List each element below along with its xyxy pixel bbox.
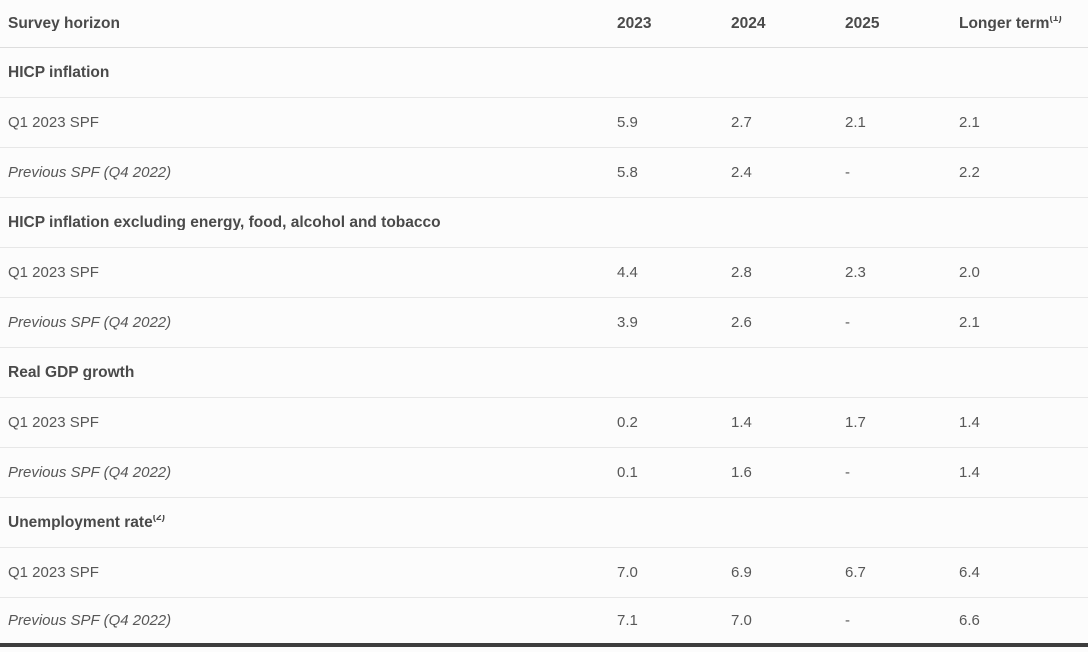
value-2025: 2.1 (845, 115, 866, 130)
value-longer-term: 6.6 (959, 613, 980, 628)
value-2023: 4.4 (617, 265, 638, 280)
section-title: HICP inflation (0, 65, 1088, 81)
table-row: Q1 2023 SPF 7.0 6.9 6.7 6.4 (0, 548, 1088, 598)
table-row: Previous SPF (Q4 2022) 7.1 7.0 - 6.6 (0, 598, 1088, 643)
column-header-longer-term: Longer term(1) (951, 16, 1088, 32)
section-title: Real GDP growth (0, 365, 1088, 381)
row-label: Previous SPF (Q4 2022) (8, 315, 172, 330)
table-header-row: Survey horizon 2023 2024 2025 Longer ter… (0, 0, 1088, 48)
section-row-hicp-inflation: HICP inflation (0, 48, 1088, 98)
section-row-unemployment-rate: Unemployment rate(2) (0, 498, 1088, 548)
value-2023: 3.9 (617, 315, 638, 330)
value-longer-term: 1.4 (959, 415, 980, 430)
value-2024: 2.7 (731, 115, 752, 130)
value-2025: 6.7 (845, 565, 866, 580)
value-2023: 7.0 (617, 565, 638, 580)
table-row: Q1 2023 SPF 0.2 1.4 1.7 1.4 (0, 398, 1088, 448)
column-header-2025: 2025 (845, 15, 880, 32)
value-2024: 7.0 (731, 613, 752, 628)
row-label: Previous SPF (Q4 2022) (8, 465, 172, 480)
section-footnote-marker: (2) (152, 514, 165, 523)
column-header-2024: 2024 (731, 15, 766, 32)
column-header-2023: 2023 (617, 15, 652, 32)
value-longer-term: 2.1 (959, 115, 980, 130)
row-label: Previous SPF (Q4 2022) (8, 613, 172, 628)
table-row: Q1 2023 SPF 4.4 2.8 2.3 2.0 (0, 248, 1088, 298)
value-2023: 5.8 (617, 165, 638, 180)
value-longer-term: 6.4 (959, 565, 980, 580)
row-label: Q1 2023 SPF (8, 565, 99, 580)
value-longer-term: 2.0 (959, 265, 980, 280)
longer-term-label: Longer term (959, 15, 1050, 32)
section-title-text: Real GDP growth (8, 364, 135, 381)
column-header-survey-horizon: Survey horizon (8, 15, 120, 32)
row-label: Q1 2023 SPF (8, 415, 99, 430)
value-2023: 7.1 (617, 613, 638, 628)
table-row: Previous SPF (Q4 2022) 5.8 2.4 - 2.2 (0, 148, 1088, 198)
value-2023: 5.9 (617, 115, 638, 130)
row-label: Q1 2023 SPF (8, 115, 99, 130)
longer-term-footnote-marker: (1) (1049, 15, 1062, 24)
value-2023: 0.1 (617, 465, 638, 480)
value-2025: - (845, 165, 850, 180)
value-2025: - (845, 315, 850, 330)
table-row: Previous SPF (Q4 2022) 0.1 1.6 - 1.4 (0, 448, 1088, 498)
value-longer-term: 2.2 (959, 165, 980, 180)
row-label: Q1 2023 SPF (8, 265, 99, 280)
section-title: Unemployment rate(2) (0, 515, 1088, 531)
section-title-text: HICP inflation excluding energy, food, a… (8, 214, 441, 231)
value-2024: 2.6 (731, 315, 752, 330)
section-title-text: Unemployment rate (8, 514, 153, 531)
bottom-edge-bar (0, 643, 1088, 647)
value-longer-term: 1.4 (959, 465, 980, 480)
section-title: HICP inflation excluding energy, food, a… (0, 215, 1088, 231)
table-row: Q1 2023 SPF 5.9 2.7 2.1 2.1 (0, 98, 1088, 148)
value-2025: 1.7 (845, 415, 866, 430)
section-row-hicp-inflation-excluding: HICP inflation excluding energy, food, a… (0, 198, 1088, 248)
table-row: Previous SPF (Q4 2022) 3.9 2.6 - 2.1 (0, 298, 1088, 348)
value-2024: 1.6 (731, 465, 752, 480)
value-2025: - (845, 465, 850, 480)
value-2024: 2.4 (731, 165, 752, 180)
value-2025: - (845, 613, 850, 628)
value-2023: 0.2 (617, 415, 638, 430)
value-2025: 2.3 (845, 265, 866, 280)
value-2024: 6.9 (731, 565, 752, 580)
section-row-real-gdp-growth: Real GDP growth (0, 348, 1088, 398)
section-title-text: HICP inflation (8, 64, 110, 81)
row-label: Previous SPF (Q4 2022) (8, 165, 172, 180)
value-2024: 1.4 (731, 415, 752, 430)
value-2024: 2.8 (731, 265, 752, 280)
value-longer-term: 2.1 (959, 315, 980, 330)
